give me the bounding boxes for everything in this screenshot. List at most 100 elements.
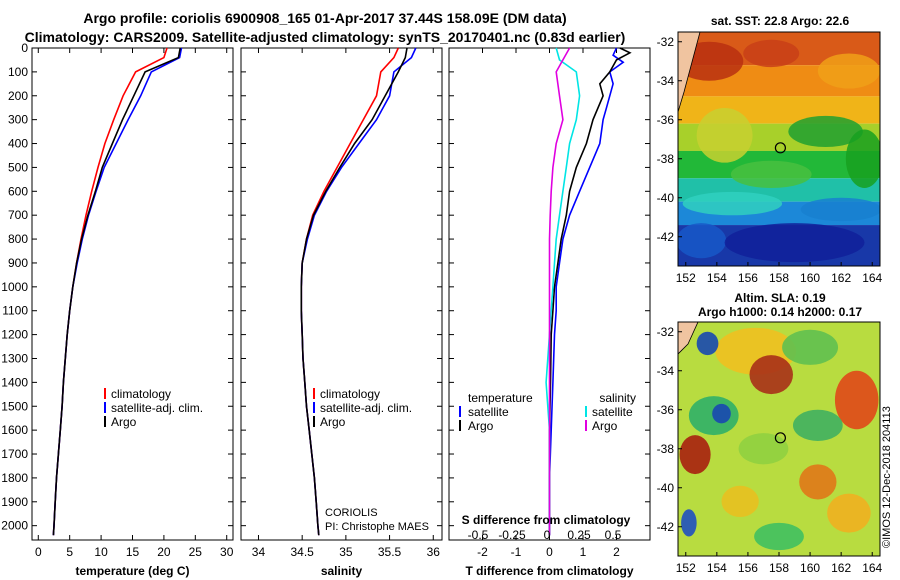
sla-patch [799, 464, 837, 500]
y-tick-label: 100 [8, 65, 28, 79]
map-y-tick-label: -40 [657, 481, 675, 495]
annotation-coriolis: CORIOLIS [325, 507, 378, 519]
sst-patch [730, 160, 812, 189]
map-y-tick-label: -32 [657, 35, 675, 49]
sst-patch [788, 115, 863, 148]
y-tick-label: 1400 [1, 375, 28, 389]
map-x-tick-label: 162 [831, 561, 851, 575]
y-tick-label: 1200 [1, 328, 28, 342]
sst-patch [800, 197, 880, 222]
map-x-tick-label: 158 [769, 271, 789, 285]
top-axis-tick-label: -0.25 [498, 528, 526, 542]
sst-map-title: sat. SST: 22.8 Argo: 22.6 [710, 14, 850, 28]
series-line-climatology [52, 47, 168, 536]
y-tick-label: 1100 [2, 304, 28, 318]
map-y-tick-label: -36 [657, 113, 675, 127]
y-tick-label: 300 [8, 113, 28, 127]
legend-label: Argo [468, 419, 494, 433]
map-x-tick-label: 154 [707, 271, 727, 285]
map-x-tick-label: 156 [738, 561, 758, 575]
map-y-tick-label: -40 [657, 191, 675, 205]
map-x-tick-label: 154 [707, 561, 727, 575]
argo-position-marker [774, 142, 786, 154]
figure-title-line2: Climatology: CARS2009. Satellite-adjuste… [24, 29, 626, 45]
y-tick-label: 200 [8, 89, 28, 103]
argo-position-marker [774, 432, 786, 444]
x-tick-label: 36 [427, 545, 441, 559]
coastline [678, 322, 699, 355]
legend-label: climatology [320, 387, 380, 401]
sst-patch [845, 129, 880, 188]
map-y-tick-label: -38 [657, 442, 675, 456]
x-tick-label: -2 [477, 545, 488, 559]
y-tick-label: 500 [8, 160, 28, 174]
series-line-satellite [545, 47, 581, 536]
coastline [678, 32, 701, 113]
x-tick-label: -1 [511, 545, 522, 559]
map-x-tick-label: 160 [800, 561, 820, 575]
sla-patch [738, 433, 789, 465]
map-y-tick-label: -42 [657, 520, 675, 534]
y-tick-label: 900 [8, 256, 28, 270]
sst-patch [696, 108, 753, 163]
map-x-tick-label: 156 [738, 271, 758, 285]
legend-label: satellite-adj. clim. [320, 401, 412, 415]
sla-patch [827, 493, 871, 533]
sst-patch [678, 223, 727, 259]
sst-patch [743, 39, 800, 68]
top-axis-tick-label: 0.5 [605, 528, 622, 542]
y-tick-label: 2000 [1, 519, 28, 533]
y-tick-label: 1000 [1, 280, 28, 294]
top-axis-tick-label: -0.5 [468, 528, 489, 542]
map-x-tick-label: 152 [676, 271, 696, 285]
figure-title-line1: Argo profile: coriolis 6900908_165 01-Ap… [83, 10, 567, 26]
sla-patch [754, 522, 804, 551]
sla-map-title-line1: Altim. SLA: 0.19 [734, 291, 826, 305]
map-y-tick-label: -42 [657, 230, 675, 244]
map-x-tick-label: 160 [800, 271, 820, 285]
y-tick-label: 1600 [1, 423, 28, 437]
sst-map: 152 154 156 158 160 162 164 -32 -34 -36 -38 -40 -42 [657, 31, 883, 285]
y-tick-label: 1800 [1, 471, 28, 485]
map-y-tick-label: -36 [657, 403, 675, 417]
chart-panel-3: -2 -1 0 1 2 T difference from climatology [448, 47, 651, 578]
plot-frame [31, 47, 234, 541]
sla-patch [782, 329, 839, 365]
series-line-argo [548, 47, 571, 536]
legend-label: Argo [320, 415, 346, 429]
map-y-tick-label: -34 [657, 74, 675, 88]
sla-patch [712, 403, 731, 424]
x-axis-label: T difference from climatology [465, 564, 633, 578]
series-line-satellite [548, 47, 625, 536]
series-line-argo [548, 47, 632, 536]
map-y-tick-label: -34 [657, 364, 675, 378]
legend-label: satellite [468, 405, 509, 419]
legend-label: satellite-adj. clim. [111, 401, 203, 415]
x-tick-label: 1 [580, 545, 587, 559]
imos-credit: ©IMOS 12-Dec-2018 204113 [881, 406, 893, 548]
sst-patch [682, 191, 783, 216]
sst-patch [724, 223, 865, 263]
sla-patch [792, 409, 843, 441]
plot-frame [240, 47, 443, 541]
map-x-tick-label: 152 [676, 561, 696, 575]
annotation-pi: PI: Christophe MAES [325, 521, 429, 533]
chart-panel-2: 34 34.5 35 35.5 36 salinity [240, 47, 443, 578]
x-tick-label: 10 [94, 545, 108, 559]
series-line-climatology [300, 47, 400, 536]
sla-patch [679, 435, 711, 475]
x-tick-label: 25 [189, 545, 203, 559]
x-tick-label: 35.5 [378, 545, 402, 559]
y-tick-label: 0 [21, 41, 28, 55]
y-tick-label: 1300 [1, 351, 28, 365]
x-tick-label: 34 [252, 545, 266, 559]
map-x-tick-label: 158 [769, 561, 789, 575]
y-tick-label: 1700 [1, 447, 28, 461]
x-tick-label: 0 [546, 545, 553, 559]
y-tick-label: 600 [8, 184, 28, 198]
x-axis-label: salinity [321, 564, 363, 578]
sla-patch [696, 331, 719, 356]
x-tick-label: 35 [339, 545, 353, 559]
